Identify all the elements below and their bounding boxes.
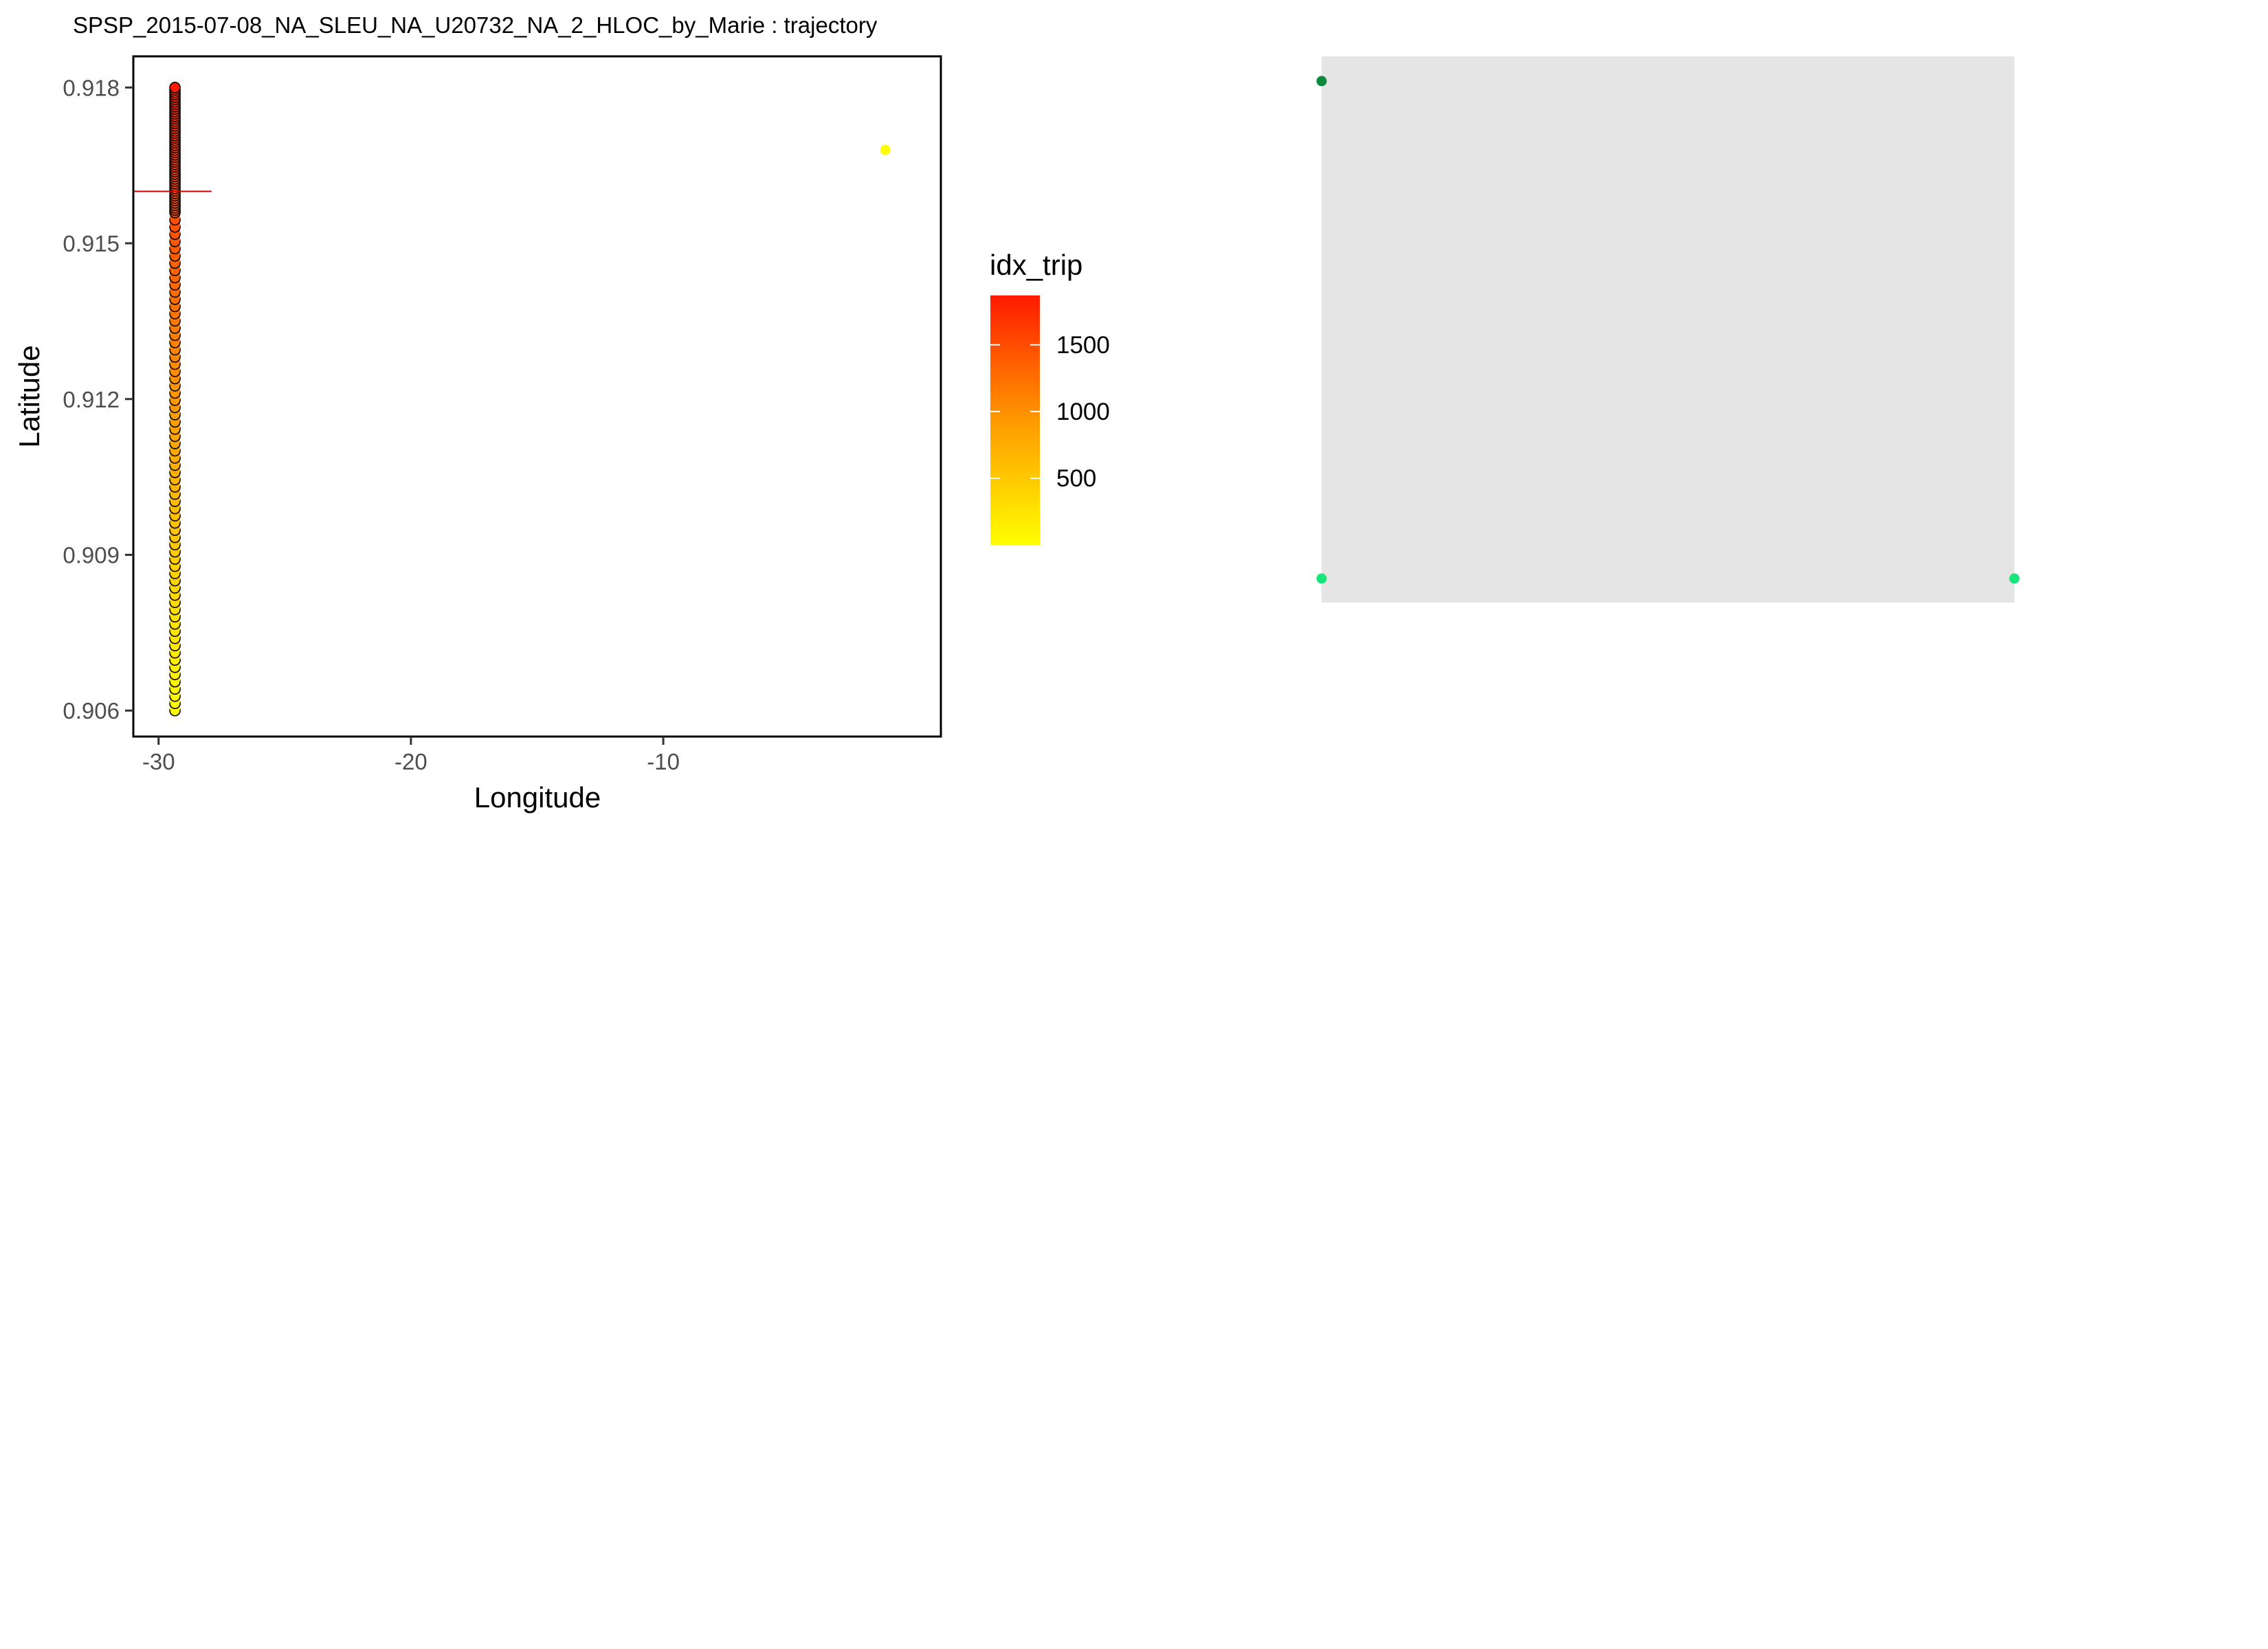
x-tick-label: -30 [142, 749, 175, 774]
legend-title: idx_trip [990, 249, 1082, 281]
legend-colorbar [990, 295, 1040, 545]
trajectory-point [169, 82, 181, 93]
inset-background [1322, 56, 2014, 603]
y-tick-label: 0.912 [63, 387, 120, 412]
inset-point [1316, 573, 1327, 584]
trajectory-chart: SPSP_2015-07-08_NA_SLEU_NA_U20732_NA_2_H… [13, 12, 942, 814]
y-tick-label: 0.918 [63, 75, 120, 100]
x-tick-label: -20 [394, 749, 427, 774]
legend-tick-label: 1000 [1056, 399, 1110, 425]
inset-point [1316, 76, 1327, 87]
chart-title: SPSP_2015-07-08_NA_SLEU_NA_U20732_NA_2_H… [73, 12, 878, 38]
legend-ticks: 500 1000 1500 [990, 332, 1110, 492]
inset-points [1316, 76, 2020, 584]
x-tick-label: -10 [647, 749, 680, 774]
y-tick-label: 0.915 [63, 231, 120, 256]
legend-tick-label: 1500 [1056, 332, 1110, 359]
x-axis: -30 -20 -10 [142, 737, 680, 774]
inset-panel [1316, 56, 2020, 603]
plot-border [132, 55, 942, 738]
y-tick-label: 0.909 [63, 542, 120, 568]
trajectory-points [169, 82, 891, 717]
legend-tick-label: 500 [1056, 465, 1096, 492]
y-axis: 0.906 0.909 0.912 0.915 0.918 [63, 75, 133, 723]
x-axis-label: Longitude [474, 781, 601, 814]
color-legend: idx_trip 500 1000 1500 [990, 249, 1110, 545]
plot-panel [133, 56, 941, 737]
y-tick-label: 0.906 [63, 698, 120, 723]
outlier-point [880, 144, 891, 155]
y-axis-label: Latitude [13, 345, 45, 447]
inset-point [2009, 573, 2020, 584]
